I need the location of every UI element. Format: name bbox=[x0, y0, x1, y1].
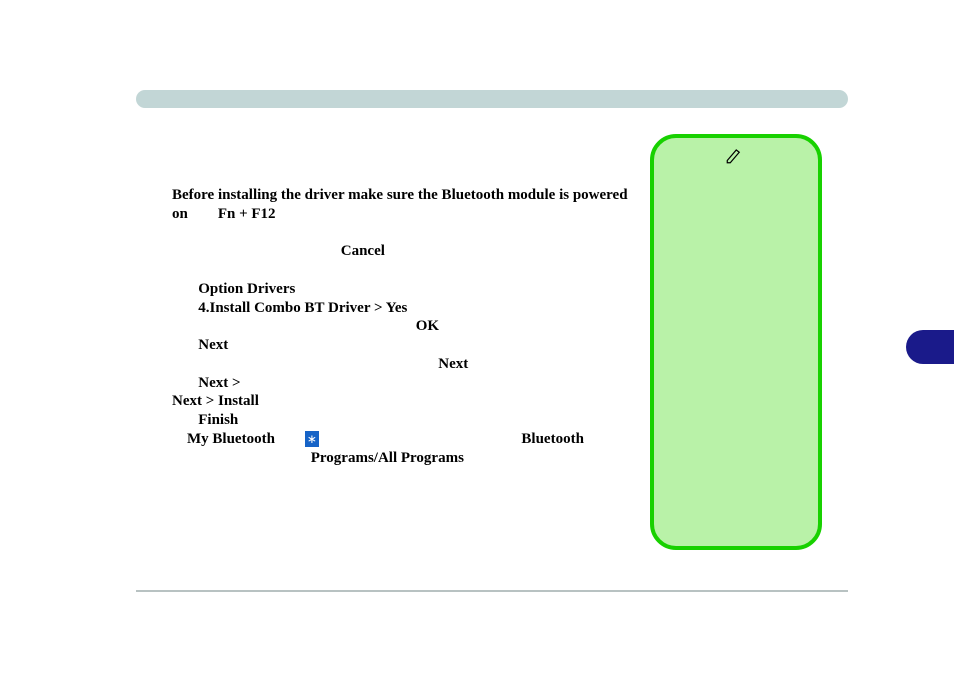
header-bar bbox=[136, 90, 848, 108]
blank-1 bbox=[172, 224, 642, 243]
right-side-tab bbox=[906, 330, 954, 364]
next-install-line: Next > Install bbox=[172, 392, 642, 411]
warning-line-2: on Fn + F12 bbox=[172, 205, 642, 224]
programs-line: Programs/All Programs bbox=[172, 449, 642, 468]
page: Before installing the driver make sure t… bbox=[0, 0, 954, 673]
ok-line: OK bbox=[172, 317, 642, 336]
blank-2 bbox=[172, 261, 642, 280]
note-sidebar bbox=[650, 134, 822, 550]
bluetooth-icon: ∗ bbox=[305, 431, 319, 447]
finish-line: Finish bbox=[172, 411, 642, 430]
next-line-1: Next bbox=[172, 336, 642, 355]
option-drivers-line: Option Drivers bbox=[172, 280, 642, 299]
warning-line-1: Before installing the driver make sure t… bbox=[172, 186, 642, 205]
my-bluetooth-line: My Bluetooth ∗ Bluetooth bbox=[172, 430, 642, 449]
body-text: Before installing the driver make sure t… bbox=[172, 186, 642, 467]
cancel-line: Cancel bbox=[172, 242, 642, 261]
install-combo-line: 4.Install Combo BT Driver > Yes bbox=[172, 299, 642, 318]
pencil-icon bbox=[724, 147, 744, 170]
footer-bar bbox=[136, 590, 848, 592]
next-line-2: Next bbox=[172, 355, 642, 374]
next-gt-line: Next > bbox=[172, 374, 642, 393]
